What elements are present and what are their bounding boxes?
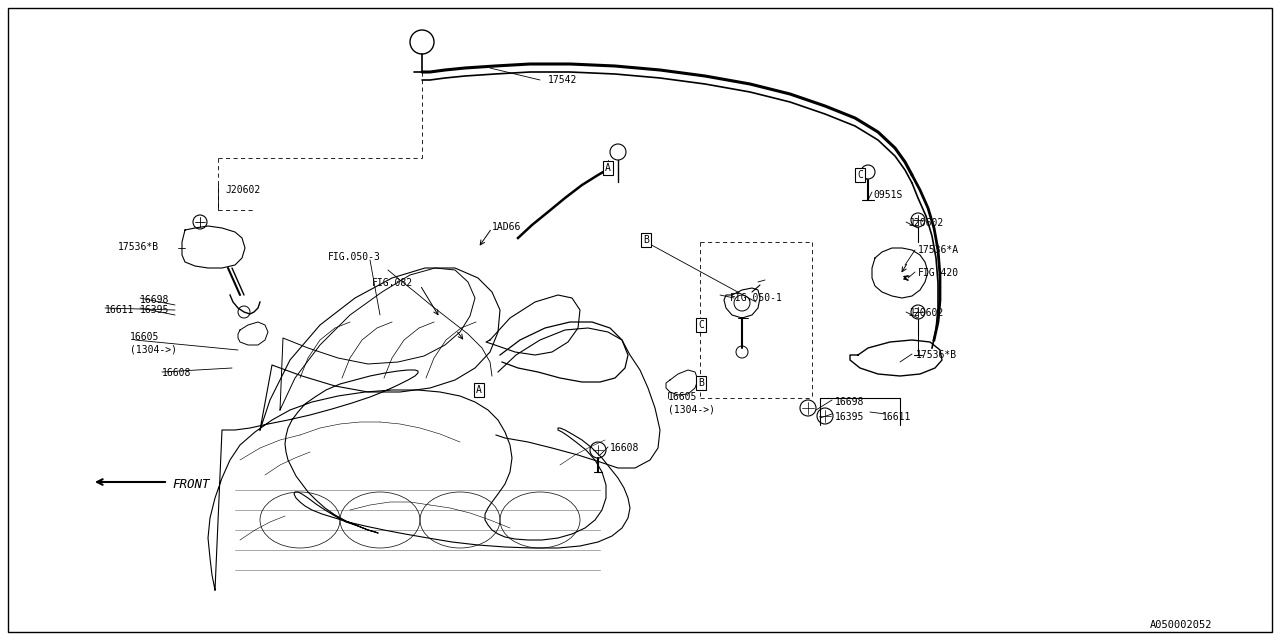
Text: 17536*B: 17536*B — [118, 242, 159, 252]
Text: A050002052: A050002052 — [1149, 620, 1212, 630]
Text: B: B — [643, 235, 649, 245]
Text: J20602: J20602 — [908, 308, 943, 318]
Text: 16611: 16611 — [105, 305, 134, 315]
Text: 16698: 16698 — [835, 397, 864, 407]
Text: 16605: 16605 — [668, 392, 698, 402]
Text: 16608: 16608 — [163, 368, 192, 378]
Text: FRONT: FRONT — [172, 478, 210, 491]
Text: FIG.050-1: FIG.050-1 — [730, 293, 783, 303]
Text: 17536*A: 17536*A — [918, 245, 959, 255]
Text: FIG.050-3: FIG.050-3 — [328, 252, 381, 262]
Text: (1304->): (1304->) — [131, 344, 177, 354]
Text: 0951S: 0951S — [873, 190, 902, 200]
Text: 17542: 17542 — [548, 75, 577, 85]
Text: 17536*B: 17536*B — [916, 350, 957, 360]
Text: FIG.082: FIG.082 — [372, 278, 413, 288]
Text: 1AD66: 1AD66 — [492, 222, 521, 232]
Text: A: A — [605, 163, 611, 173]
Text: (1304->): (1304->) — [668, 404, 716, 414]
Text: C: C — [858, 170, 863, 180]
Text: 16698: 16698 — [140, 295, 169, 305]
Text: B: B — [698, 378, 704, 388]
Text: FIG.420: FIG.420 — [918, 268, 959, 278]
Text: 16395: 16395 — [140, 305, 169, 315]
Text: C: C — [698, 320, 704, 330]
Text: 16608: 16608 — [611, 443, 640, 453]
Text: 16605: 16605 — [131, 332, 160, 342]
Text: 16395: 16395 — [835, 412, 864, 422]
Text: J20602: J20602 — [225, 185, 260, 195]
Text: J20602: J20602 — [908, 218, 943, 228]
Text: A: A — [476, 385, 483, 395]
Text: 16611: 16611 — [882, 412, 911, 422]
